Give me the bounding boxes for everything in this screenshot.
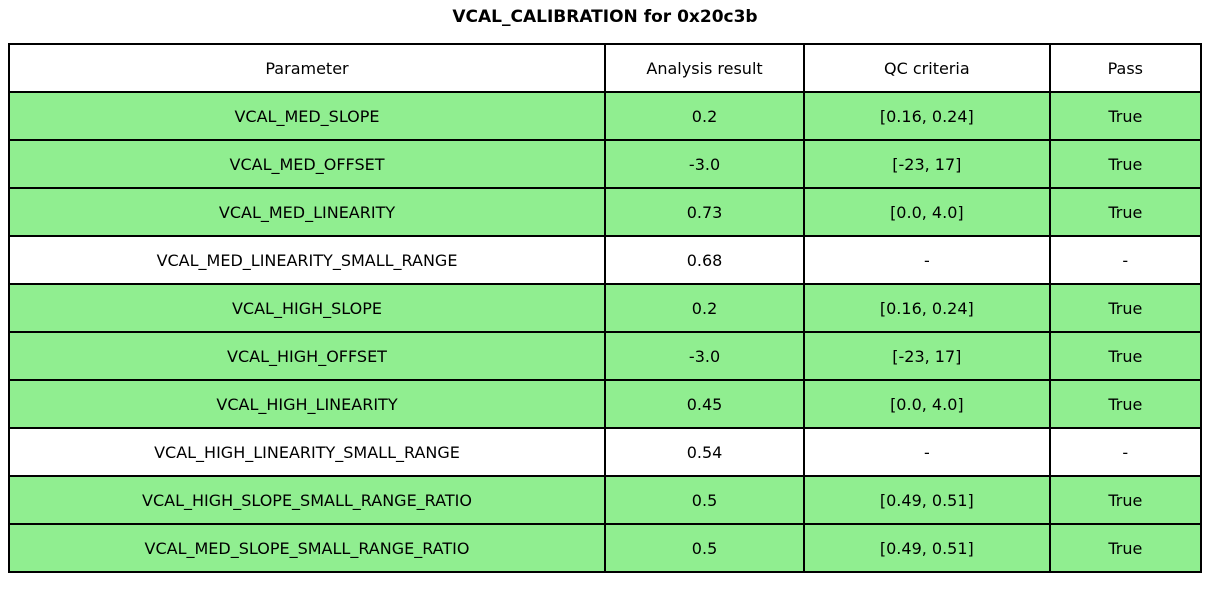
qc-criteria-cell: [0.16, 0.24] (803, 91, 1051, 141)
pass-cell: True (1048, 523, 1203, 573)
analysis-result-cell: -3.0 (603, 331, 806, 381)
analysis-result-cell: 0.2 (603, 91, 806, 141)
parameter-cell: VCAL_HIGH_LINEARITY (8, 379, 606, 429)
pass-cell: - (1048, 235, 1203, 285)
table-row: VCAL_MED_SLOPE 0.2 [0.16, 0.24] True (8, 91, 1203, 141)
table-row: VCAL_MED_LINEARITY 0.73 [0.0, 4.0] True (8, 187, 1203, 237)
pass-cell: True (1048, 331, 1203, 381)
parameter-cell: VCAL_MED_LINEARITY_SMALL_RANGE (8, 235, 606, 285)
qc-criteria-cell: [0.0, 4.0] (803, 379, 1051, 429)
qc-criteria-cell: [0.0, 4.0] (803, 187, 1051, 237)
qc-criteria-cell: [-23, 17] (803, 139, 1051, 189)
table-row: VCAL_HIGH_LINEARITY_SMALL_RANGE 0.54 - - (8, 427, 1203, 477)
parameter-cell: VCAL_MED_LINEARITY (8, 187, 606, 237)
parameter-cell: VCAL_MED_SLOPE (8, 91, 606, 141)
pass-cell: True (1048, 91, 1203, 141)
table-row: VCAL_MED_SLOPE_SMALL_RANGE_RATIO 0.5 [0.… (8, 523, 1203, 573)
parameter-cell: VCAL_HIGH_LINEARITY_SMALL_RANGE (8, 427, 606, 477)
column-header-analysis-result: Analysis result (603, 43, 806, 93)
table-row: VCAL_HIGH_SLOPE 0.2 [0.16, 0.24] True (8, 283, 1203, 333)
parameter-cell: VCAL_HIGH_OFFSET (8, 331, 606, 381)
qc-results-table: Parameter Analysis result QC criteria Pa… (8, 43, 1203, 573)
qc-criteria-cell: [0.16, 0.24] (803, 283, 1051, 333)
table-row: VCAL_MED_LINEARITY_SMALL_RANGE 0.68 - - (8, 235, 1203, 285)
table-row: VCAL_HIGH_OFFSET -3.0 [-23, 17] True (8, 331, 1203, 381)
parameter-cell: VCAL_HIGH_SLOPE_SMALL_RANGE_RATIO (8, 475, 606, 525)
pass-cell: True (1048, 475, 1203, 525)
analysis-result-cell: 0.2 (603, 283, 806, 333)
pass-cell: - (1048, 427, 1203, 477)
table-header-row: Parameter Analysis result QC criteria Pa… (8, 43, 1203, 93)
analysis-result-cell: 0.45 (603, 379, 806, 429)
analysis-result-cell: -3.0 (603, 139, 806, 189)
parameter-cell: VCAL_MED_OFFSET (8, 139, 606, 189)
qc-criteria-cell: - (803, 235, 1051, 285)
qc-criteria-cell: [0.49, 0.51] (803, 523, 1051, 573)
table-row: VCAL_MED_OFFSET -3.0 [-23, 17] True (8, 139, 1203, 189)
analysis-result-cell: 0.73 (603, 187, 806, 237)
column-header-parameter: Parameter (8, 43, 606, 93)
pass-cell: True (1048, 187, 1203, 237)
pass-cell: True (1048, 139, 1203, 189)
parameter-cell: VCAL_MED_SLOPE_SMALL_RANGE_RATIO (8, 523, 606, 573)
pass-cell: True (1048, 283, 1203, 333)
pass-cell: True (1048, 379, 1203, 429)
table-row: VCAL_HIGH_LINEARITY 0.45 [0.0, 4.0] True (8, 379, 1203, 429)
table-row: VCAL_HIGH_SLOPE_SMALL_RANGE_RATIO 0.5 [0… (8, 475, 1203, 525)
parameter-cell: VCAL_HIGH_SLOPE (8, 283, 606, 333)
qc-criteria-cell: [-23, 17] (803, 331, 1051, 381)
chart-title: VCAL_CALIBRATION for 0x20c3b (452, 7, 758, 27)
analysis-result-cell: 0.68 (603, 235, 806, 285)
column-header-qc-criteria: QC criteria (803, 43, 1051, 93)
qc-criteria-cell: [0.49, 0.51] (803, 475, 1051, 525)
qc-criteria-cell: - (803, 427, 1051, 477)
analysis-result-cell: 0.54 (603, 427, 806, 477)
analysis-result-cell: 0.5 (603, 523, 806, 573)
column-header-pass: Pass (1048, 43, 1203, 93)
analysis-result-cell: 0.5 (603, 475, 806, 525)
